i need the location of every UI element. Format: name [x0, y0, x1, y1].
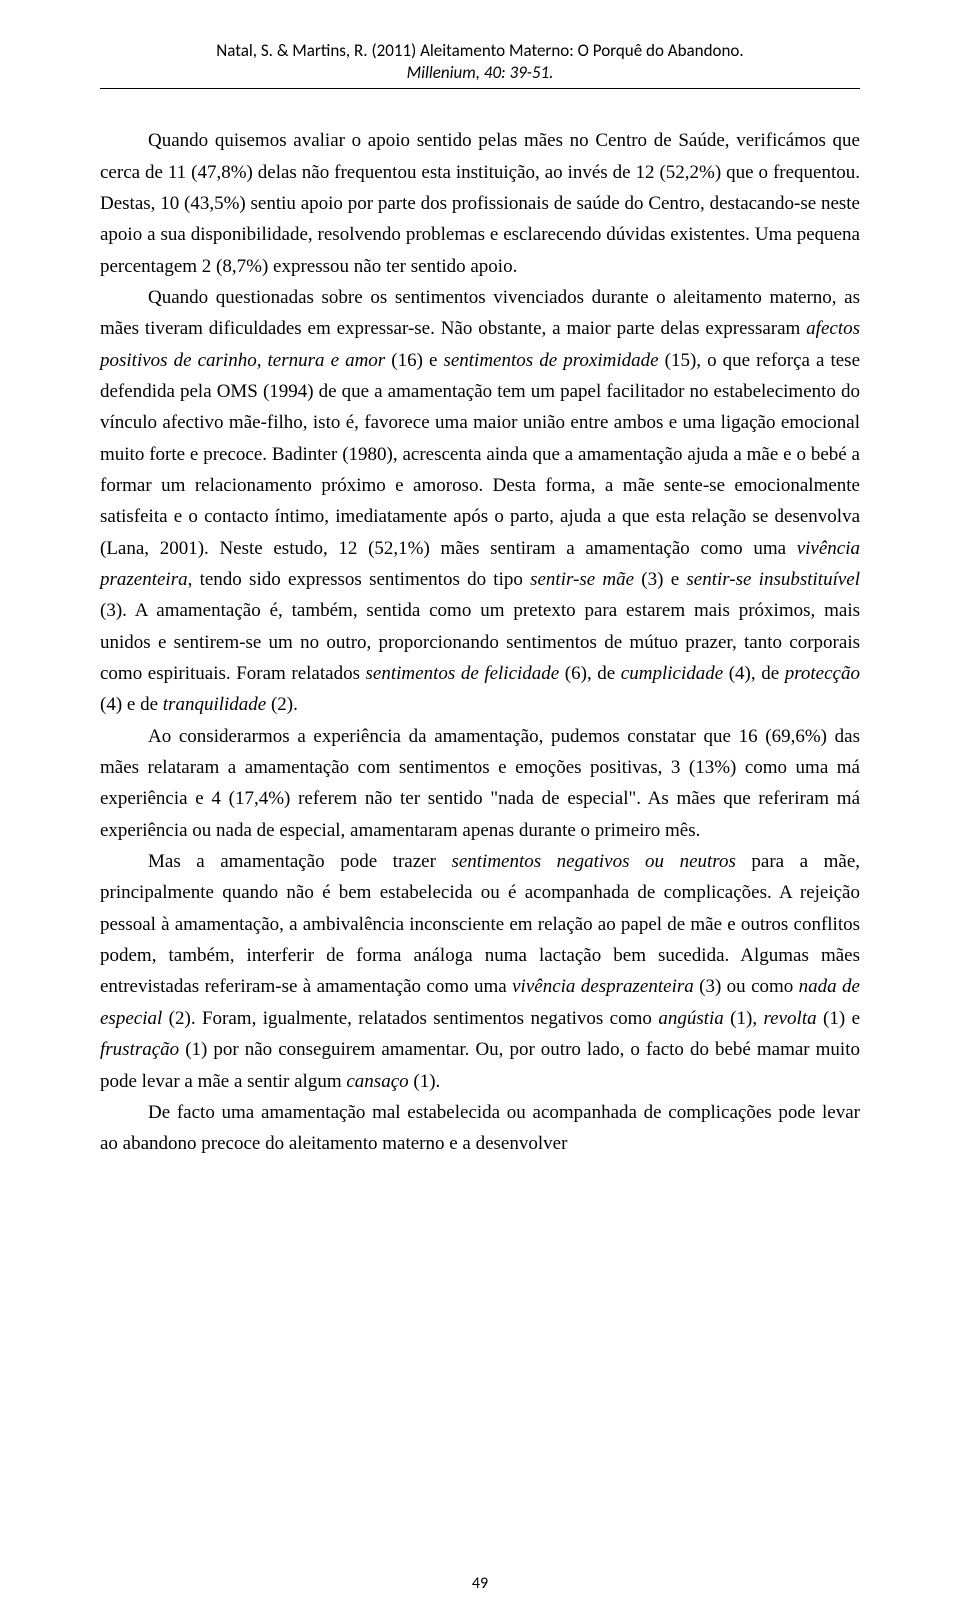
p2-text-e: (15), o que reforça a tese defendida pel… — [100, 350, 860, 559]
p1-text: Quando quisemos avaliar o apoio sentido … — [100, 130, 860, 276]
p4-italic-n: cansaço — [346, 1071, 408, 1092]
p4-italic-j: revolta — [763, 1008, 816, 1029]
p2-text-q: (4) e de — [100, 694, 163, 715]
p3-text: Ao considerarmos a experiência da amamen… — [100, 726, 860, 841]
p2-italic-j: sentir-se insubstituível — [686, 569, 860, 590]
p4-italic-b: sentimentos negativos ou neutros — [451, 851, 735, 872]
paragraph-5: De facto uma amamentação mal estabelecid… — [100, 1097, 860, 1160]
p2-italic-d: sentimentos de proximidade — [443, 350, 658, 371]
p2-text-c: (16) e — [385, 350, 443, 371]
p2-text-a: Quando questionadas sobre os sentimentos… — [100, 287, 860, 339]
p4-text-g: (2). Foram, igualmente, relatados sentim… — [162, 1008, 658, 1029]
p2-text-g: , tendo sido expressos sentimentos do ti… — [188, 569, 531, 590]
p2-italic-n: cumplicidade — [621, 663, 723, 684]
p4-text-e: (3) ou como — [694, 976, 799, 997]
p4-italic-d: vivência desprazenteira — [512, 976, 694, 997]
p4-text-m: (1) por não conseguirem amamentar. Ou, p… — [100, 1039, 860, 1091]
paragraph-2: Quando questionadas sobre os sentimentos… — [100, 282, 860, 721]
p4-text-a: Mas a amamentação pode trazer — [148, 851, 451, 872]
header-citation-line1: Natal, S. & Martins, R. (2011) Aleitamen… — [100, 40, 860, 62]
p2-text-m: (6), de — [559, 663, 621, 684]
p2-italic-h: sentir-se mãe — [530, 569, 634, 590]
header-citation-line2: Millenium, 40: 39-51. — [100, 62, 860, 84]
p4-text-o: (1). — [409, 1071, 441, 1092]
running-header: Natal, S. & Martins, R. (2011) Aleitamen… — [100, 40, 860, 84]
p2-text-s: (2). — [266, 694, 298, 715]
p2-italic-l: sentimentos de felicidade — [366, 663, 560, 684]
p2-text-o: (4), de — [723, 663, 785, 684]
p4-italic-l: frustração — [100, 1039, 179, 1060]
paragraph-1: Quando quisemos avaliar o apoio sentido … — [100, 125, 860, 282]
p4-text-i: (1), — [724, 1008, 764, 1029]
p4-text-k: (1) e — [817, 1008, 860, 1029]
paragraph-4: Mas a amamentação pode trazer sentimento… — [100, 846, 860, 1097]
page-number: 49 — [0, 1574, 960, 1593]
header-rule — [100, 88, 860, 89]
paragraph-3: Ao considerarmos a experiência da amamen… — [100, 721, 860, 846]
p4-italic-h: angústia — [658, 1008, 723, 1029]
p2-italic-p: protecção — [785, 663, 860, 684]
article-body: Quando quisemos avaliar o apoio sentido … — [100, 125, 860, 1159]
p5-text: De facto uma amamentação mal estabelecid… — [100, 1102, 860, 1154]
p2-italic-r: tranquilidade — [163, 694, 266, 715]
p2-text-i: (3) e — [634, 569, 686, 590]
